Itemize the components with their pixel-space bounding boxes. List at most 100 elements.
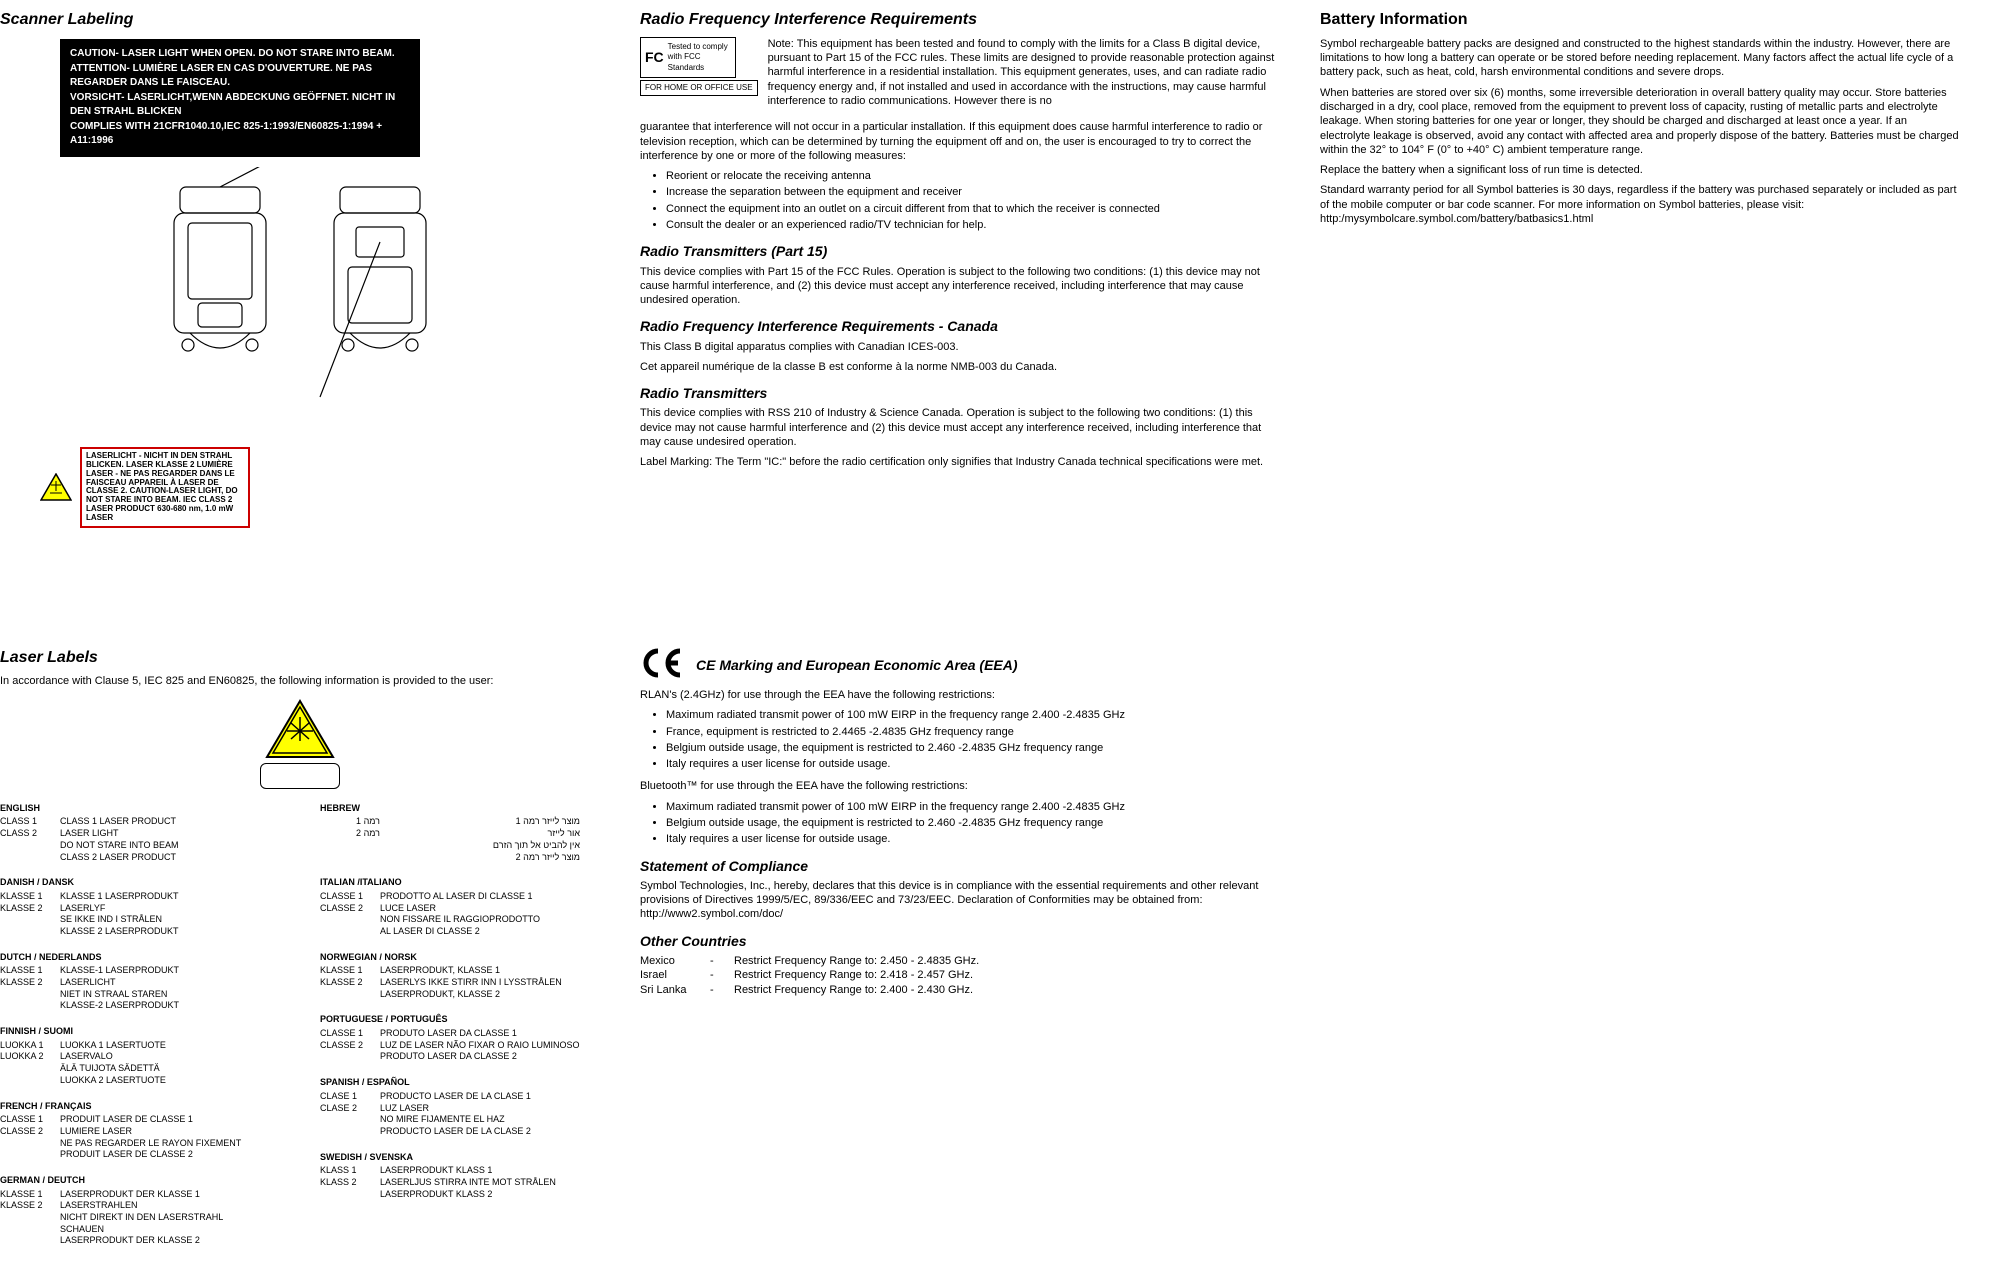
- lang-title: DUTCH / NEDERLANDS: [0, 952, 260, 964]
- lang-row: NE PAS REGARDER LE RAYON FIXEMENT: [0, 1138, 260, 1150]
- battery-text: When batteries are stored over six (6) m…: [1320, 86, 1960, 157]
- rfi-heading: Radio Frequency Interference Requirement…: [640, 10, 1280, 31]
- lang-class: CLASSE 1: [320, 1028, 380, 1040]
- soc-heading: Statement of Compliance: [640, 857, 1280, 875]
- lang-class: KLASSE 2: [0, 903, 60, 915]
- rlan-intro: RLAN's (2.4GHz) for use through the EEA …: [640, 688, 1280, 702]
- fcc-logo-icon: FC: [645, 48, 664, 66]
- lang-block: DUTCH / NEDERLANDSKLASSE 1KLASSE-1 LASER…: [0, 952, 260, 1012]
- lang-class: [0, 852, 60, 864]
- lang-row: NIET IN STRAAL STAREN: [0, 989, 260, 1001]
- lang-row: KLASSE 2LASERLYF: [0, 903, 260, 915]
- rfi-note: Note: This equipment has been tested and…: [768, 37, 1280, 108]
- rfi-bullet: Connect the equipment into an outlet on …: [666, 202, 1280, 216]
- lang-row: DO NOT STARE INTO BEAM: [0, 840, 260, 852]
- lang-value: CLASS 2 LASER PRODUCT: [60, 852, 260, 864]
- lang-class: [0, 1000, 60, 1012]
- lang-row: SE IKKE IND I STRÅLEN: [0, 914, 260, 926]
- lang-block: HEBREWמוצר לייזר רמה 1רמה 1אור לייזררמה …: [320, 803, 580, 863]
- lang-class: CLASSE 1: [320, 891, 380, 903]
- lang-class: KLASSE 2: [320, 977, 380, 989]
- lang-title: PORTUGUESE / PORTUGUÊS: [320, 1014, 580, 1026]
- lang-row: NO MIRE FIJAMENTE EL HAZ: [320, 1114, 580, 1126]
- lang-class: [0, 914, 60, 926]
- lang-value: LASERPRODUKT, KLASSE 1: [380, 965, 580, 977]
- lang-value: LASERVALO: [60, 1051, 260, 1063]
- lang-class: CLASSE 2: [320, 1040, 380, 1052]
- bt-bullet: Italy requires a user license for outsid…: [666, 832, 1280, 846]
- ce-mark-icon: [640, 648, 684, 682]
- lang-class: CLASE 1: [320, 1091, 380, 1103]
- laser-class-label: LASERLICHT - NICHT IN DEN STRAHL BLICKEN…: [80, 447, 250, 527]
- country-text: Restrict Frequency Range to: 2.418 - 2.4…: [734, 968, 973, 982]
- caution-line: CAUTION- LASER LIGHT WHEN OPEN. DO NOT S…: [70, 47, 410, 61]
- lang-row: NON FISSARE IL RAGGIOPRODOTTO: [320, 914, 580, 926]
- lang-value: NON FISSARE IL RAGGIOPRODOTTO: [380, 914, 580, 926]
- lang-class: [0, 926, 60, 938]
- lang-class: [0, 1212, 60, 1235]
- rfi-continuation: guarantee that interference will not occ…: [640, 120, 1280, 163]
- rlan-bullet: France, equipment is restricted to 2.446…: [666, 725, 1280, 739]
- lang-class: [320, 1189, 380, 1201]
- lang-row: CLASSE 2LUMIERE LASER: [0, 1126, 260, 1138]
- lang-value: NE PAS REGARDER LE RAYON FIXEMENT: [60, 1138, 260, 1150]
- lang-block: NORWEGIAN / NORSKKLASSE 1LASERPRODUKT, K…: [320, 952, 580, 1001]
- dash: -: [710, 954, 724, 968]
- lang-row: CLASSE 1PRODUTO LASER DA CLASSE 1: [320, 1028, 580, 1040]
- lang-class: KLASSE 1: [0, 891, 60, 903]
- rlan-bullet: Belgium outside usage, the equipment is …: [666, 741, 1280, 755]
- lang-block: SPANISH / ESPAÑOLCLASE 1PRODUCTO LASER D…: [320, 1077, 580, 1137]
- lang-row: PRODUCTO LASER DE LA CLASE 2: [320, 1126, 580, 1138]
- fcc-caption: FOR HOME OR OFFICE USE: [640, 80, 758, 96]
- lang-value: KLASSE-2 LASERPRODUKT: [60, 1000, 260, 1012]
- lang-row: CLASE 1PRODUCTO LASER DE LA CLASE 1: [320, 1091, 580, 1103]
- lang-class: [0, 1235, 60, 1247]
- rlan-bullet: Maximum radiated transmit power of 100 m…: [666, 708, 1280, 722]
- lang-class: KLASSE 2: [0, 1200, 60, 1212]
- laser-labels-heading: Laser Labels: [0, 648, 600, 669]
- lang-row: KLASSE-2 LASERPRODUKT: [0, 1000, 260, 1012]
- lang-value: KLASSE-1 LASERPRODUKT: [60, 965, 260, 977]
- lang-value: KLASSE 1 LASERPRODUKT: [60, 891, 260, 903]
- lang-row: KLASSE 2 LASERPRODUKT: [0, 926, 260, 938]
- lang-value: LASERPRODUKT DER KLASSE 1: [60, 1189, 260, 1201]
- lang-title: GERMAN / DEUTCH: [0, 1175, 260, 1187]
- lang-row: LUOKKA 2LASERVALO: [0, 1051, 260, 1063]
- lang-class: [320, 1051, 380, 1063]
- lang-value: SE IKKE IND I STRÅLEN: [60, 914, 260, 926]
- lang-block: FRENCH / FRANÇAISCLASSE 1PRODUIT LASER D…: [0, 1101, 260, 1161]
- lang-class: KLASSE 1: [0, 1189, 60, 1201]
- caution-line: VORSICHT- LASERLICHT,WENN ABDECKUNG GEÖF…: [70, 91, 410, 118]
- rt-heading: Radio Transmitters: [640, 384, 1280, 402]
- lang-value: LUZ DE LASER NÃO FIXAR O RAIO LUMINOSO: [380, 1040, 580, 1052]
- laser-language-tables: ENGLISHCLASS 1CLASS 1 LASER PRODUCTCLASS…: [0, 803, 600, 1261]
- lang-value: LASERPRODUKT KLASS 2: [380, 1189, 580, 1201]
- country-name: Mexico: [640, 954, 700, 968]
- lang-value: LASERPRODUKT DER KLASSE 2: [60, 1235, 260, 1247]
- lang-value: אין להביט אל תוך הזרם: [380, 840, 580, 852]
- lang-row: LASERPRODUKT DER KLASSE 2: [0, 1235, 260, 1247]
- bt-bullet: Maximum radiated transmit power of 100 m…: [666, 800, 1280, 814]
- lang-row: CLASSE 1PRODUIT LASER DE CLASSE 1: [0, 1114, 260, 1126]
- other-countries-heading: Other Countries: [640, 932, 1280, 950]
- lang-class: [320, 1126, 380, 1138]
- lang-value: AL LASER DI CLASSE 2: [380, 926, 580, 938]
- lang-row: CLASE 2LUZ LASER: [320, 1103, 580, 1115]
- bt-bullet: Belgium outside usage, the equipment is …: [666, 816, 1280, 830]
- rt15-heading: Radio Transmitters (Part 15): [640, 242, 1280, 260]
- lang-class: KLASSE 1: [0, 965, 60, 977]
- rlan-bullet: Italy requires a user license for outsid…: [666, 757, 1280, 771]
- lang-value: LASERLYS IKKE STIRR INN I LYSSTRÅLEN: [380, 977, 580, 989]
- lang-title: FINNISH / SUOMI: [0, 1026, 260, 1038]
- lang-row: KLASSE 2LASERSTRAHLEN: [0, 1200, 260, 1212]
- lang-class: [0, 989, 60, 1001]
- lang-class: [0, 1149, 60, 1161]
- lang-title: SWEDISH / SVENSKA: [320, 1152, 580, 1164]
- lang-row: PRODUTO LASER DA CLASSE 2: [320, 1051, 580, 1063]
- rt-label-text: Label Marking: The Term "IC:" before the…: [640, 455, 1280, 469]
- lang-value: PRODUCTO LASER DE LA CLASE 1: [380, 1091, 580, 1103]
- lang-value: PRODUIT LASER DE CLASSE 2: [60, 1149, 260, 1161]
- lang-value: מוצר לייזר רמה 1: [380, 816, 580, 828]
- lang-class: [320, 914, 380, 926]
- lang-row: LASERPRODUKT KLASS 2: [320, 1189, 580, 1201]
